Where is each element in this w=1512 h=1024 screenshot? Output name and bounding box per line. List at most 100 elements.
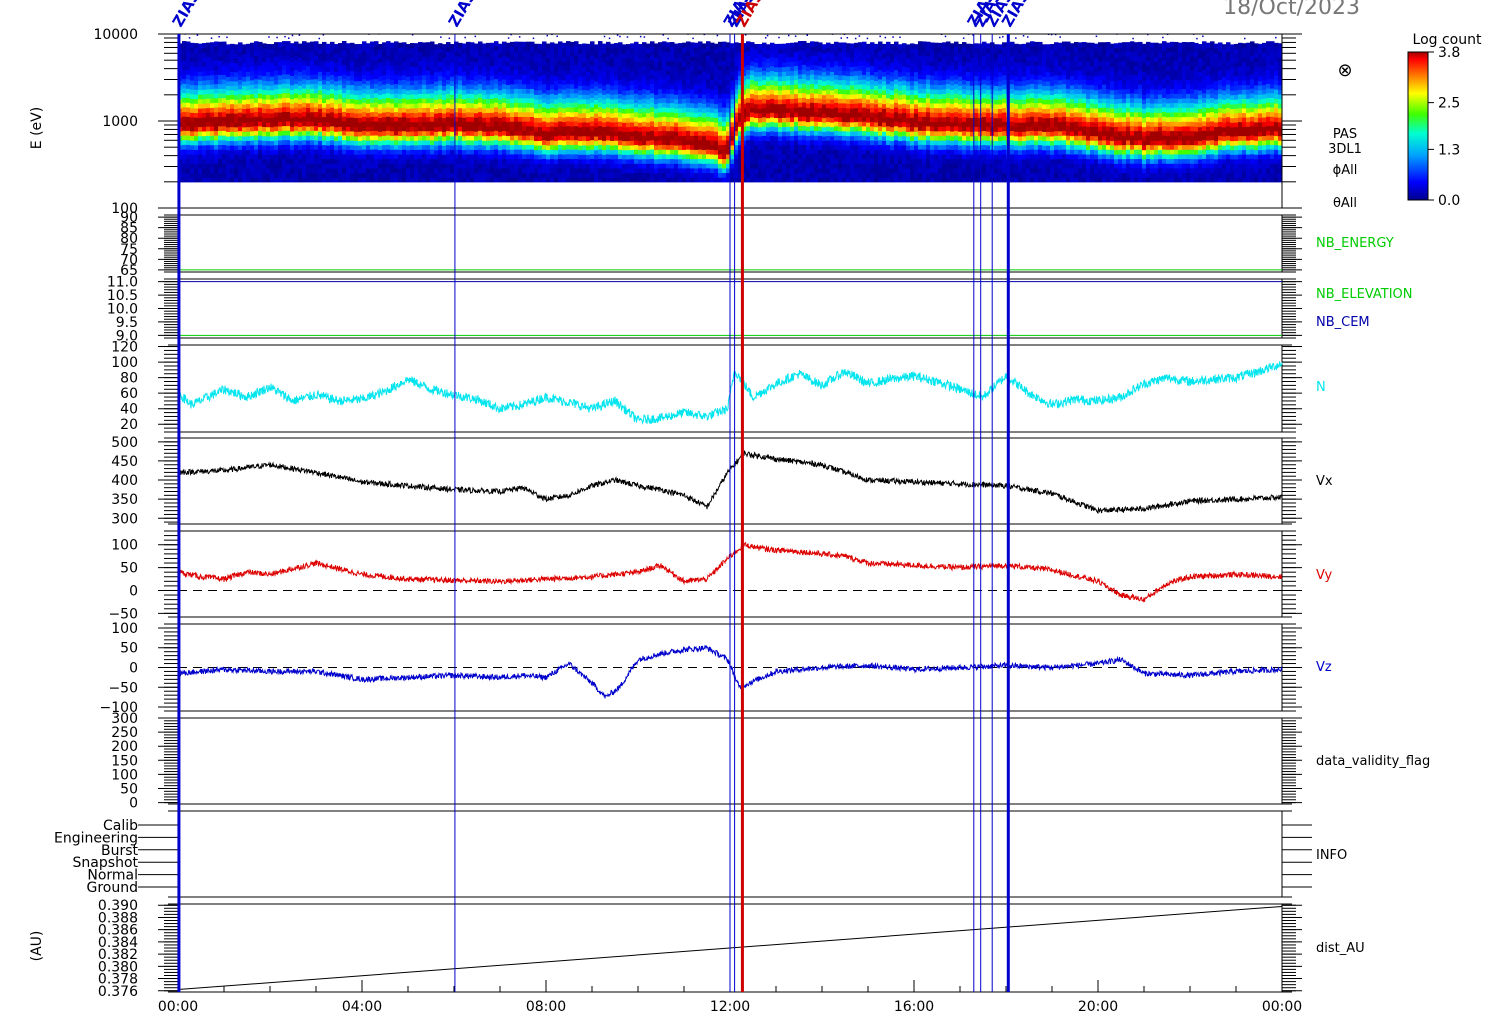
spectrogram-cell	[238, 51, 243, 57]
spectrogram-cell	[686, 163, 691, 169]
spectrogram-cell	[686, 158, 691, 164]
spectrogram-cell	[406, 122, 411, 128]
spectrogram-cell	[710, 102, 715, 109]
spectrogram-cell	[762, 56, 767, 62]
spectrogram-cell	[190, 107, 195, 113]
spectrogram-cell	[354, 122, 359, 128]
spectrogram-cell	[342, 87, 347, 94]
spectrogram-cell	[766, 94, 771, 100]
spectrogram-cell	[322, 93, 327, 99]
spectrogram-cell	[514, 125, 519, 131]
spectrogram-cell	[430, 102, 435, 108]
spectrogram-cell	[214, 121, 219, 127]
spectrogram-cell	[434, 145, 439, 151]
spectrogram-cell	[386, 41, 391, 47]
spectrogram-cell	[238, 88, 243, 95]
spectrogram-cell	[594, 158, 599, 165]
spectrogram-cell	[462, 89, 467, 95]
spectrogram-cell	[586, 76, 591, 82]
spectrogram-cell	[418, 46, 423, 52]
spectrogram-cell	[658, 116, 663, 122]
spectrogram-cell	[522, 107, 527, 113]
spectrogram-cell	[390, 149, 395, 155]
spectrogram-cell	[362, 158, 367, 164]
spectrogram-cell	[242, 99, 247, 105]
spectrogram-cell	[274, 149, 279, 155]
spectrogram-cell	[502, 158, 507, 164]
spectrogram-cell	[378, 62, 383, 68]
spectrogram-cell	[738, 177, 743, 183]
spectrogram-cell	[194, 80, 199, 86]
spectrogram-cell	[606, 97, 611, 104]
spectrogram-cell	[642, 172, 647, 178]
spectrogram-cell	[558, 88, 563, 94]
spectrogram-cell	[478, 177, 483, 183]
spectrogram-cell	[406, 62, 411, 68]
spectrogram-cell	[338, 80, 343, 86]
spectrogram-cell	[226, 67, 231, 73]
spectrogram-cell	[366, 80, 371, 86]
spectrogram-cell	[386, 177, 391, 183]
spectrogram-cell	[586, 158, 591, 164]
spectrogram-cell	[658, 56, 663, 62]
spectrogram-cell	[622, 177, 627, 183]
spectrogram-cell	[310, 60, 315, 66]
spectrogram-cell	[430, 78, 435, 85]
spectrogram-cell	[714, 172, 719, 178]
spectrogram-cell	[254, 167, 259, 174]
spectrogram-cell	[610, 131, 615, 137]
spectrogram-cell	[422, 149, 427, 155]
spectrogram-cell	[230, 80, 235, 86]
spectrogram-cell	[222, 130, 227, 136]
spectrogram-cell	[478, 111, 483, 117]
spectrogram-cell	[326, 122, 331, 128]
spectrogram-cell	[382, 56, 387, 62]
spectrogram-cell	[326, 99, 331, 105]
spectrogram-cell	[378, 71, 383, 77]
spectrogram-cell	[602, 135, 607, 141]
spectrogram-cell	[518, 116, 523, 122]
spectrogram-cell	[414, 121, 419, 127]
spectrogram-cell	[346, 172, 351, 178]
spectrogram-cell	[726, 153, 731, 160]
spectrogram-cell	[486, 130, 491, 137]
spectrogram-cell	[726, 177, 731, 183]
spectrogram-cell	[478, 97, 483, 103]
spectrogram-cell	[606, 111, 611, 118]
spectrogram-cell	[298, 52, 303, 58]
spectrogram-cell	[346, 144, 351, 151]
spectrogram-cell	[690, 84, 695, 90]
spectrogram-cell	[754, 103, 759, 109]
spectrogram-cell	[290, 84, 295, 90]
spectrogram-cell	[450, 66, 455, 73]
spectrogram-cell	[746, 102, 751, 108]
spectrogram-cell	[478, 106, 483, 113]
spectrogram-speckle	[639, 35, 642, 38]
spectrogram-cell	[318, 85, 323, 91]
spectrogram-cell	[650, 153, 655, 159]
spectrogram-cell	[398, 65, 403, 72]
spectrogram-cell	[246, 177, 251, 183]
spectrogram-cell	[586, 89, 591, 95]
spectrogram-cell	[750, 144, 755, 150]
spectrogram-cell	[682, 84, 687, 90]
spectrogram-cell	[394, 83, 399, 89]
spectrogram-cell	[342, 172, 347, 178]
spectrogram-cell	[434, 80, 439, 87]
spectrogram-cell	[206, 98, 211, 104]
spectrogram-cell	[534, 99, 539, 105]
spectrogram-cell	[190, 98, 195, 104]
spectrogram-cell	[514, 144, 519, 150]
spectrogram-cell	[818, 153, 823, 160]
spectrogram-cell	[750, 56, 755, 62]
spectrogram-cell	[182, 158, 187, 164]
spectrogram-cell	[522, 69, 527, 75]
spectrogram-cell	[678, 47, 683, 53]
spectrogram-cell	[234, 58, 239, 64]
spectrogram-cell	[750, 121, 755, 127]
spectrogram-cell	[674, 145, 679, 151]
spectrogram-cell	[790, 144, 795, 150]
spectrogram-cell	[474, 52, 479, 58]
spectrogram-cell	[594, 140, 599, 146]
